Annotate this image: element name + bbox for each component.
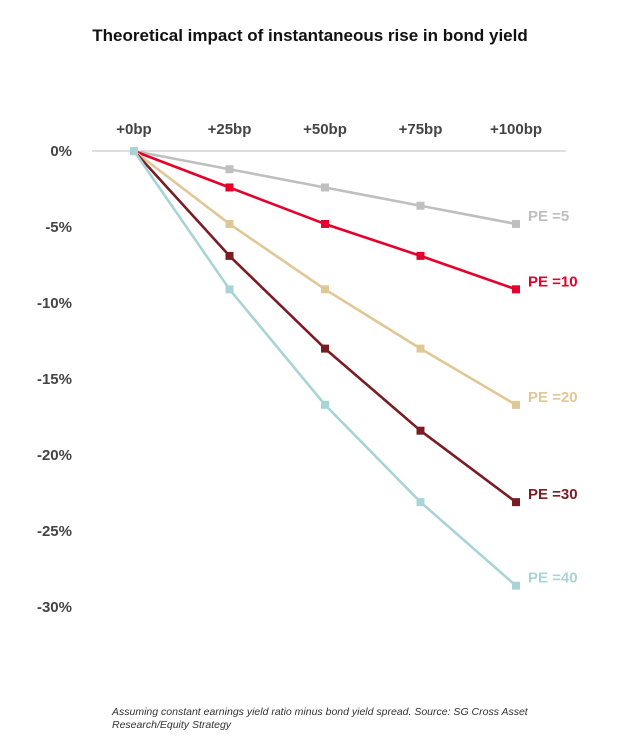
series-layer: [130, 147, 520, 590]
y-tick-label: -5%: [45, 219, 72, 236]
series-label: PE =40: [528, 570, 578, 587]
data-point: [321, 219, 329, 228]
data-point: [512, 498, 520, 507]
chart-footnote: Assuming constant earnings yield ratio m…: [112, 706, 528, 731]
x-tick-label: +25bp: [208, 121, 252, 138]
data-point: [512, 219, 520, 228]
data-point: [416, 344, 425, 353]
data-point: [225, 165, 234, 174]
series-label: PE =20: [528, 389, 578, 406]
data-point: [130, 147, 138, 155]
data-point: [416, 251, 425, 260]
y-tick-label: -20%: [37, 447, 72, 464]
data-point: [512, 581, 520, 590]
y-tick-label: -15%: [37, 371, 72, 388]
x-tick-label: +50bp: [303, 121, 347, 138]
data-point: [321, 400, 329, 409]
data-point: [512, 285, 520, 294]
data-point: [512, 400, 520, 409]
data-point: [416, 426, 425, 435]
series-line: [133, 150, 517, 504]
data-point: [416, 498, 425, 507]
y-tick-label: -25%: [37, 523, 72, 540]
series-label: PE =30: [528, 486, 578, 503]
data-point: [321, 183, 329, 192]
x-tick-label: +75bp: [399, 121, 443, 138]
data-point: [225, 219, 234, 228]
series-line: [132, 150, 517, 587]
data-point: [321, 285, 329, 294]
y-tick-label: -30%: [37, 599, 72, 616]
chart-title: Theoretical impact of instantaneous rise…: [92, 26, 528, 45]
series-label: PE =5: [528, 208, 569, 225]
data-point: [225, 251, 234, 260]
axis-layer: +0bp +25bp +50bp +75bp +100bp 0% -5% -10% -15% -2…: [37, 121, 566, 616]
data-point: [225, 285, 234, 294]
data-point: [321, 344, 329, 353]
x-tick-label: +100bp: [490, 121, 542, 138]
label-layer: PE =5 PE =10 PE =20 PE =30 PE =40: [528, 208, 578, 587]
y-tick-label: -10%: [37, 295, 72, 312]
data-point: [416, 201, 425, 210]
series-label: PE =10: [528, 273, 578, 290]
y-tick-label: 0%: [50, 143, 72, 160]
data-point: [225, 183, 234, 192]
x-tick-label: +0bp: [116, 121, 151, 138]
